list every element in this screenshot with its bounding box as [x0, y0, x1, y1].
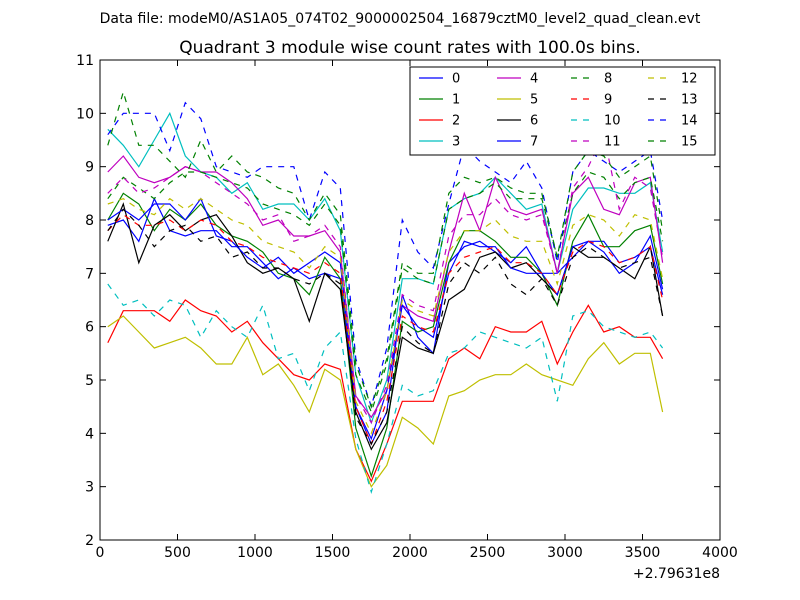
- legend-label-8: 8: [604, 72, 612, 87]
- series-line-15: [107, 89, 664, 409]
- series-lines: [107, 89, 664, 495]
- y-tick-label: 10: [76, 106, 94, 122]
- series-line-11: [107, 132, 664, 425]
- y-tick-label: 2: [85, 533, 94, 549]
- legend-label-10: 10: [604, 114, 621, 129]
- x-tick-label: 500: [164, 545, 191, 561]
- series-line-12: [107, 197, 664, 435]
- series-line-14: [107, 101, 664, 409]
- legend-label-14: 14: [681, 114, 698, 129]
- legend-label-4: 4: [530, 72, 538, 87]
- legend-label-11: 11: [604, 135, 621, 150]
- y-tick-label: 5: [85, 373, 94, 389]
- figure-suptitle: Data file: modeM0/AS1A05_074T02_90000025…: [100, 11, 701, 27]
- y-tick-label: 7: [85, 266, 94, 282]
- y-tick-label: 9: [85, 160, 94, 176]
- x-tick-label: 1500: [315, 545, 351, 561]
- legend-label-7: 7: [530, 135, 538, 150]
- x-tick-label: 0: [96, 545, 105, 561]
- plot-frame: [99, 59, 721, 541]
- series-line-10: [107, 283, 664, 495]
- series-line-3: [107, 111, 664, 425]
- series-line-1: [107, 192, 664, 478]
- x-tick-label: 1000: [237, 545, 273, 561]
- y-tick-label: 8: [85, 213, 94, 229]
- legend-frame: [409, 66, 716, 156]
- series-line-7: [107, 197, 664, 441]
- legend-label-15: 15: [681, 135, 698, 150]
- legend-label-5: 5: [530, 93, 538, 108]
- series-line-9: [107, 213, 664, 446]
- x-tick-label: 4000: [702, 545, 738, 561]
- x-tick-label: 2500: [470, 545, 506, 561]
- legend-label-9: 9: [604, 93, 612, 108]
- x-tick-label: 3000: [547, 545, 583, 561]
- x-tick-label: 2000: [392, 545, 428, 561]
- series-line-8: [107, 171, 664, 414]
- legend-label-1: 1: [452, 93, 460, 108]
- legend-label-0: 0: [452, 72, 460, 87]
- series-line-6: [107, 202, 664, 451]
- series-line-13: [107, 208, 664, 446]
- series-line-5: [107, 315, 664, 488]
- y-tick-label: 11: [76, 53, 94, 69]
- legend-label-13: 13: [681, 93, 698, 108]
- legend-label-2: 2: [452, 114, 460, 129]
- y-tick-label: 4: [85, 426, 94, 442]
- y-tick-label: 6: [85, 320, 94, 336]
- x-offset-label: +2.79631e8: [633, 566, 720, 582]
- legend-label-3: 3: [452, 135, 460, 150]
- legend-label-12: 12: [681, 72, 698, 87]
- series-line-4: [107, 155, 664, 419]
- chart-title: Quadrant 3 module wise count rates with …: [179, 38, 640, 58]
- axis-ticks: 0 500 1000 1500 2000 2500 3000 3500 4000 2 3 4 5 6 7 8 9…: [76, 53, 738, 561]
- x-tick-label: 3500: [625, 545, 661, 561]
- legend-label-6: 6: [530, 114, 538, 129]
- y-tick-label: 3: [85, 480, 94, 496]
